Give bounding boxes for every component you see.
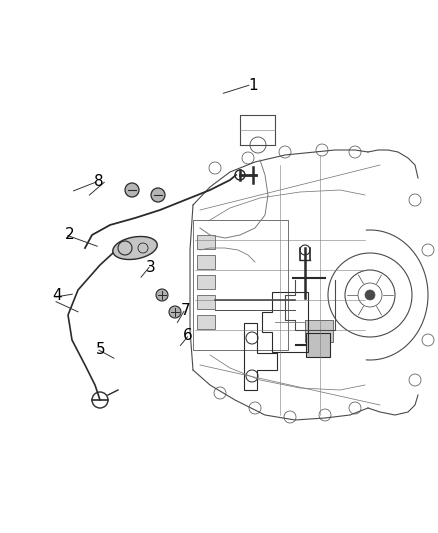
Bar <box>197 315 215 329</box>
Circle shape <box>365 290 375 300</box>
Bar <box>197 255 215 269</box>
Bar <box>193 220 288 350</box>
Bar <box>197 235 215 249</box>
Text: 4: 4 <box>53 288 62 303</box>
Circle shape <box>125 183 139 197</box>
Text: 2: 2 <box>65 227 74 242</box>
Text: 3: 3 <box>145 260 155 275</box>
Text: 8: 8 <box>94 174 104 189</box>
Text: 5: 5 <box>95 342 105 357</box>
Circle shape <box>169 306 181 318</box>
Bar <box>305 320 333 342</box>
Bar <box>306 333 330 357</box>
Ellipse shape <box>113 237 157 260</box>
Text: 1: 1 <box>249 78 258 93</box>
Text: 7: 7 <box>180 303 190 318</box>
Circle shape <box>156 289 168 301</box>
Circle shape <box>151 188 165 202</box>
Bar <box>197 275 215 289</box>
Text: 6: 6 <box>183 328 193 343</box>
Bar <box>197 295 215 309</box>
